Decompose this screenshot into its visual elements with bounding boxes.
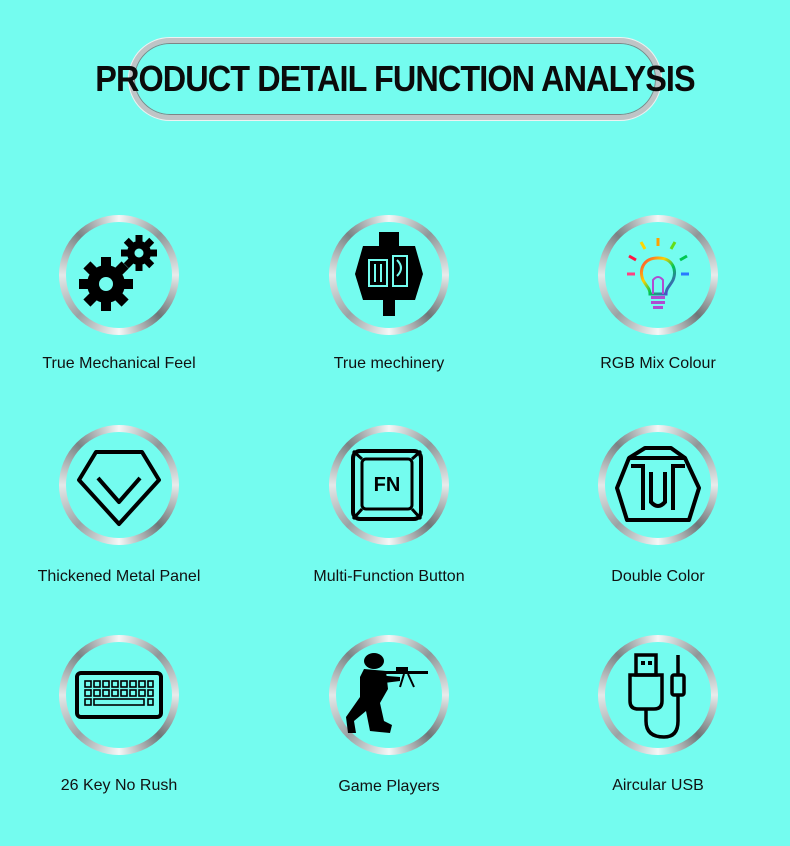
- feature-label: Double Color: [611, 568, 705, 585]
- icon-ring: [598, 425, 718, 545]
- feature-label: True Mechanical Feel: [42, 355, 196, 372]
- soldier-gamer-icon: [346, 653, 428, 733]
- usb-cable-icon: [628, 653, 686, 739]
- rgb-lightbulb-icon: [627, 238, 689, 309]
- gears-icon: [79, 235, 157, 311]
- double-color-keycap-icon: [615, 446, 701, 522]
- icon-ring: [59, 215, 179, 335]
- feature-label: Thickened Metal Panel: [37, 568, 201, 585]
- title-banner: PRODUCT DETAIL FUNCTION ANALYSIS: [95, 38, 696, 120]
- icon-ring: [598, 215, 718, 335]
- feature-label: Game Players: [338, 778, 440, 795]
- fn-key-text: FN: [374, 474, 401, 496]
- feature-label: 26 Key No Rush: [60, 777, 178, 794]
- icon-ring: [329, 215, 449, 335]
- keyboard-icon: [75, 671, 163, 719]
- icon-ring: [329, 635, 449, 755]
- fn-key-icon: FN: [351, 449, 423, 521]
- feature-label: Multi-Function Button: [313, 568, 465, 585]
- feature-label: True mechinery: [333, 355, 445, 372]
- diamond-icon: [77, 450, 161, 526]
- icon-ring: [598, 635, 718, 755]
- feature-label: RGB Mix Colour: [600, 355, 716, 372]
- mechanical-switch-icon: [355, 232, 423, 316]
- icon-ring: FN: [329, 425, 449, 545]
- feature-label: Aircular USB: [612, 777, 704, 794]
- icon-ring: [59, 425, 179, 545]
- page-title: PRODUCT DETAIL FUNCTION ANALYSIS: [95, 58, 695, 99]
- icon-ring: [59, 635, 179, 755]
